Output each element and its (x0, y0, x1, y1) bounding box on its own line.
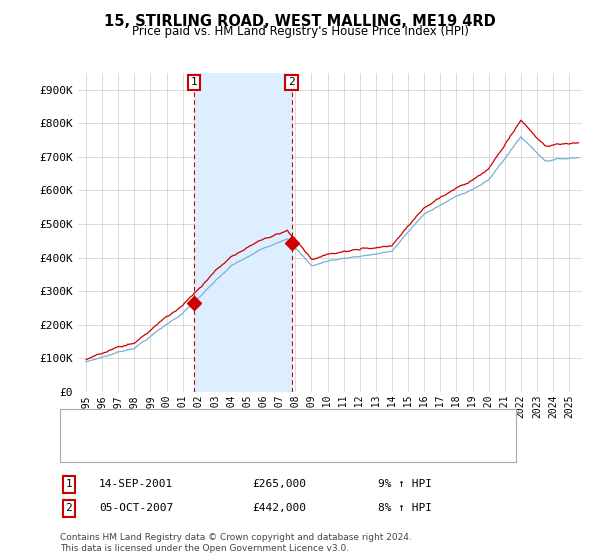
Text: 14-SEP-2001: 14-SEP-2001 (99, 479, 173, 489)
Text: 8% ↑ HPI: 8% ↑ HPI (378, 503, 432, 514)
Text: Contains HM Land Registry data © Crown copyright and database right 2024.
This d: Contains HM Land Registry data © Crown c… (60, 533, 412, 553)
Text: 2: 2 (65, 503, 73, 514)
Bar (194, 73, 292, 392)
Text: HPI: Average price, detached house, Tonbridge and Malling: HPI: Average price, detached house, Tonb… (105, 442, 461, 452)
Text: 1: 1 (65, 479, 73, 489)
Text: 15, STIRLING ROAD, WEST MALLING, ME19 4RD (detached house): 15, STIRLING ROAD, WEST MALLING, ME19 4R… (105, 419, 467, 429)
Text: 05-OCT-2007: 05-OCT-2007 (99, 503, 173, 514)
Text: 15, STIRLING ROAD, WEST MALLING, ME19 4RD: 15, STIRLING ROAD, WEST MALLING, ME19 4R… (104, 14, 496, 29)
Text: Price paid vs. HM Land Registry's House Price Index (HPI): Price paid vs. HM Land Registry's House … (131, 25, 469, 38)
Text: £265,000: £265,000 (252, 479, 306, 489)
Text: 2: 2 (288, 77, 295, 87)
Text: 9% ↑ HPI: 9% ↑ HPI (378, 479, 432, 489)
Text: £442,000: £442,000 (252, 503, 306, 514)
Text: 1: 1 (191, 77, 197, 87)
